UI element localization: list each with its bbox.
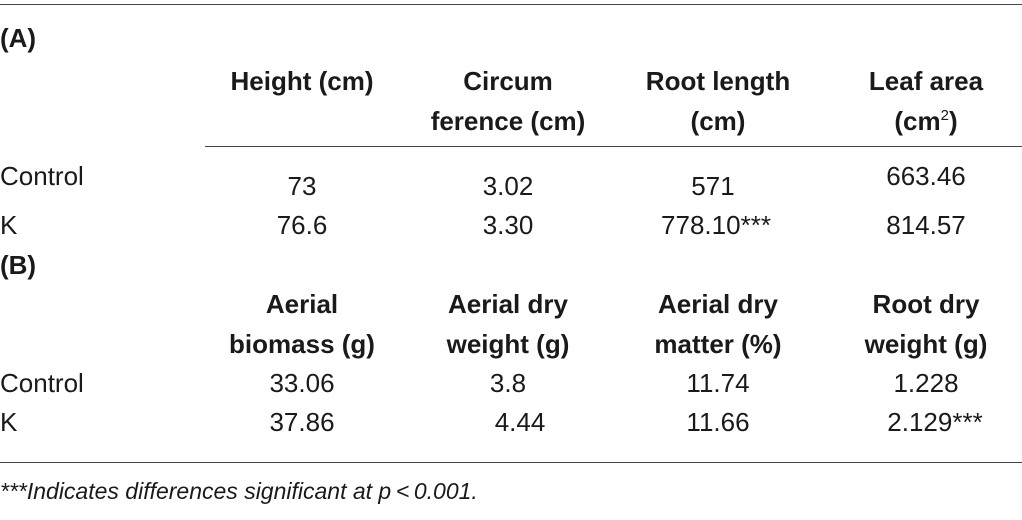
header-aerial-biomass-line2: biomass (g) — [229, 329, 375, 359]
header-root-length-line1: Root length — [645, 66, 791, 96]
row-a-control-height: 73 — [287, 171, 317, 201]
header-aerial-dry-weight-line1: Aerial dry — [448, 289, 568, 319]
header-leaf-area-line1: Leaf area — [868, 66, 984, 96]
row-a-k-name: K — [0, 210, 18, 240]
header-rule-a — [205, 146, 1022, 147]
top-rule — [0, 4, 1022, 5]
header-height-line1: Height (cm) — [230, 66, 374, 96]
header-root-dry-weight: Root dry weight (g) — [865, 284, 988, 364]
row-a-control-root-length: 571 — [691, 171, 735, 201]
row-a-control-leaf-area: 663.46 — [886, 161, 966, 191]
row-a-k-height: 76.6 — [276, 210, 328, 240]
row-b-k-root-dry-weight: 2.129*** — [887, 407, 983, 437]
header-aerial-dry-weight-line2: weight (g) — [446, 329, 570, 359]
row-a-control-circumference: 3.02 — [482, 171, 534, 201]
row-b-control-aerial-dry-matter: 11.74 — [686, 368, 750, 398]
header-root-dry-weight-line1: Root dry — [872, 289, 980, 319]
header-aerial-biomass-line1: Aerial — [265, 289, 339, 319]
row-b-k-name: K — [0, 407, 18, 437]
footnote: ***Indicates differences significant at … — [0, 478, 478, 504]
header-leaf-area-line2: (cm2) — [869, 101, 983, 141]
section-a-label: (A) — [0, 23, 37, 53]
header-aerial-dry-matter: Aerial dry matter (%) — [654, 284, 781, 364]
row-b-k-aerial-dry-matter: 11.66 — [686, 407, 750, 437]
section-b-label: (B) — [0, 250, 37, 280]
header-aerial-dry-matter-line2: matter (%) — [654, 329, 782, 359]
header-root-length-line2: (cm) — [690, 106, 746, 136]
row-a-k-root-length: 778.10*** — [661, 210, 771, 240]
row-b-control-root-dry-weight: 1.228 — [893, 368, 959, 398]
header-circumference-line2: ference (cm) — [430, 106, 586, 136]
header-height: Height (cm) — [231, 61, 374, 101]
row-a-control-name: Control — [0, 161, 84, 191]
header-aerial-biomass: Aerial biomass (g) — [229, 284, 375, 364]
row-b-control-aerial-dry-weight: 3.8 — [489, 368, 527, 398]
row-b-k-aerial-dry-weight: 4.44 — [494, 407, 546, 437]
header-circumference-line1: Circum — [463, 66, 553, 96]
leaf-area-unit-sup: 2 — [940, 107, 949, 124]
header-circumference: Circum ference (cm) — [431, 61, 586, 141]
row-a-k-leaf-area: 814.57 — [886, 210, 966, 240]
header-aerial-dry-weight: Aerial dry weight (g) — [447, 284, 570, 364]
header-root-length: Root length (cm) — [646, 61, 790, 141]
row-a-k-circumference: 3.30 — [482, 210, 534, 240]
header-root-dry-weight-line2: weight (g) — [864, 329, 988, 359]
row-b-control-aerial-biomass: 33.06 — [269, 368, 335, 398]
leaf-area-unit-tail: ) — [948, 106, 958, 136]
row-b-k-aerial-biomass: 37.86 — [269, 407, 335, 437]
leaf-area-unit: (cm — [894, 106, 941, 136]
header-leaf-area: Leaf area (cm2) — [869, 61, 983, 141]
header-aerial-dry-matter-line1: Aerial dry — [658, 289, 778, 319]
bottom-rule — [0, 462, 1022, 463]
row-b-control-name: Control — [0, 368, 84, 398]
